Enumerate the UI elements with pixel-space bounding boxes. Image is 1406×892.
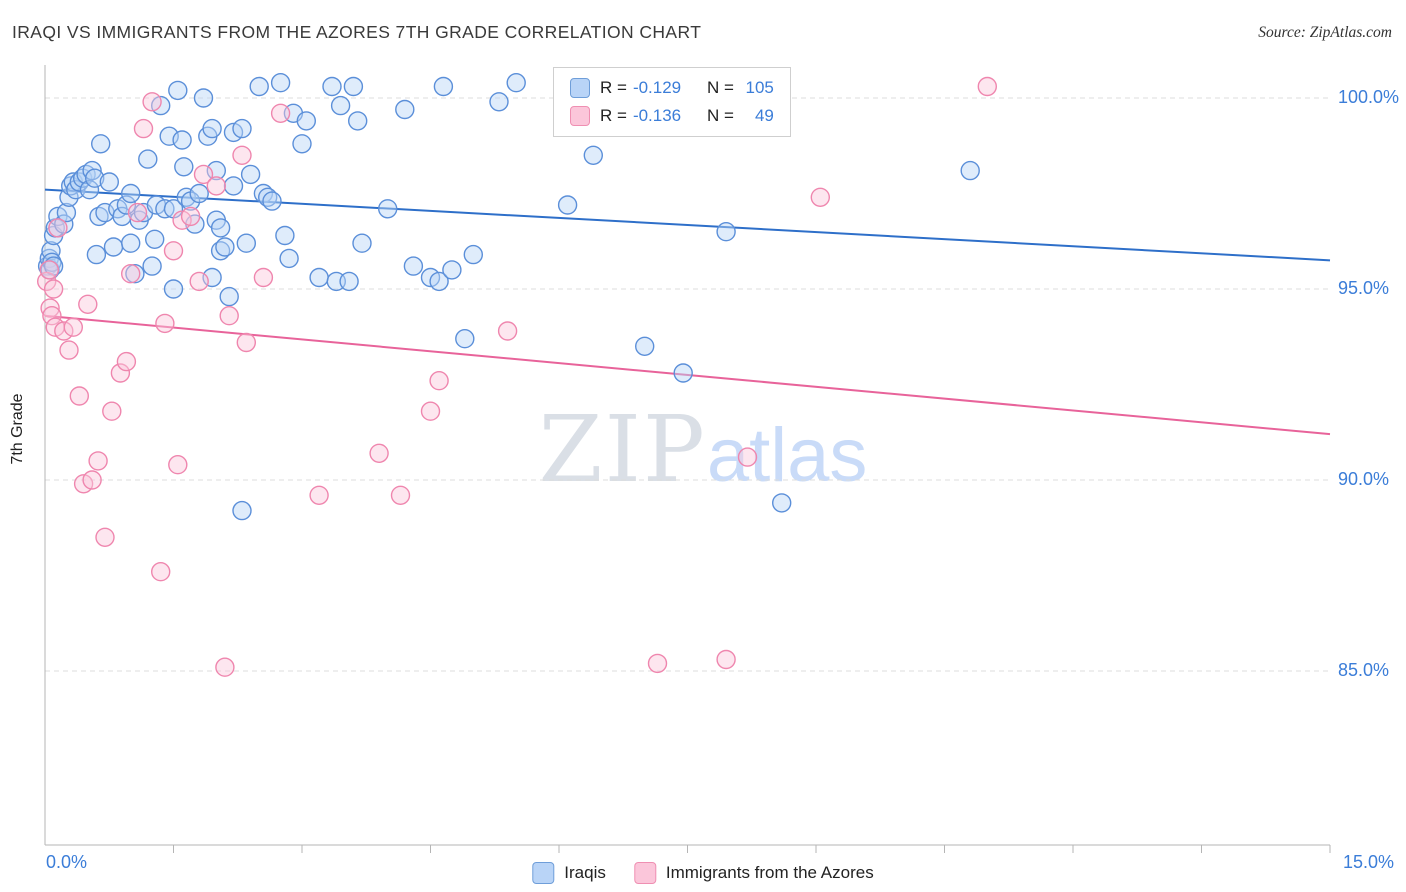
y-tick-label: 90.0% <box>1338 469 1390 489</box>
r-label: R = <box>600 106 627 125</box>
legend-item-label: Immigrants from the Azores <box>665 863 874 882</box>
watermark-atlas: atlas <box>706 413 868 498</box>
series-legend: Iraqis Immigrants from the Azores <box>532 862 874 884</box>
n-label: N = <box>706 106 734 125</box>
legend-row-azores: R = -0.136 N = 49 <box>570 106 774 126</box>
r-label: R = <box>600 78 627 97</box>
iraqis-swatch-icon <box>570 78 590 98</box>
r-value: -0.129 <box>632 78 682 97</box>
y-tick-label: 100.0% <box>1338 87 1400 107</box>
azores-swatch-icon <box>570 106 590 126</box>
n-value: 105 <box>745 78 774 97</box>
n-label: N = <box>706 78 734 97</box>
legend-item-iraqis: Iraqis <box>532 862 606 884</box>
iraqis-swatch-icon <box>532 862 555 884</box>
n-value: 49 <box>754 106 774 125</box>
source-label: Source: ZipAtlas.com <box>1258 24 1392 41</box>
watermark-zip: ZIP <box>538 396 707 503</box>
x-axis-max-label: 15.0% <box>1342 852 1394 872</box>
correlation-legend-box: R = -0.129 N = 105 R = -0.136 N = 49 <box>553 67 791 137</box>
y-tick-label: 95.0% <box>1338 278 1390 298</box>
x-axis-min-label: 0.0% <box>46 852 88 872</box>
legend-item-azores: Immigrants from the Azores <box>633 862 874 884</box>
watermark: ZIPatlas <box>539 396 868 503</box>
azores-swatch-icon <box>633 862 656 884</box>
chart-title: IRAQI VS IMMIGRANTS FROM THE AZORES 7TH … <box>12 22 702 42</box>
y-tick-label: 85.0% <box>1338 660 1390 680</box>
r-value: -0.136 <box>632 106 682 125</box>
legend-row-iraqis: R = -0.129 N = 105 <box>570 78 774 98</box>
legend-item-label: Iraqis <box>564 863 606 882</box>
